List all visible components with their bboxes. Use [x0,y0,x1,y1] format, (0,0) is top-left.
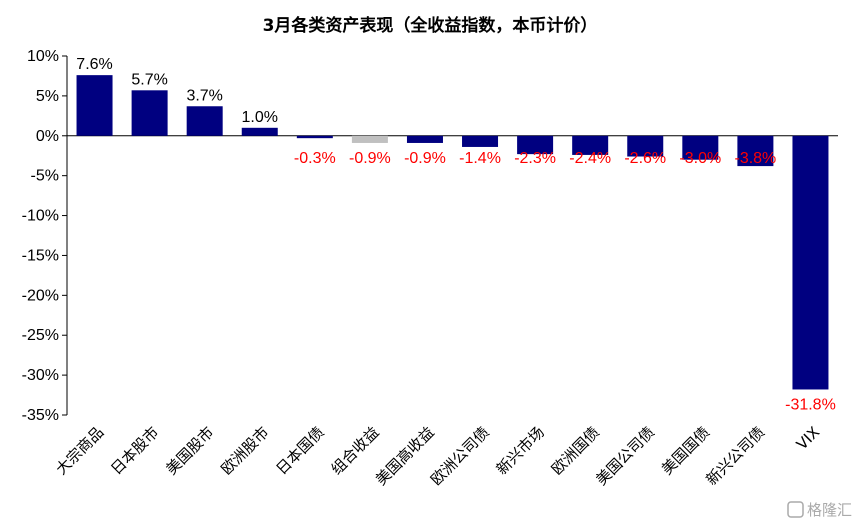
y-axis: 10% 5% 0% -5% -10% -15% -20% -25% -30% -35% [22,48,838,424]
bar [792,135,829,390]
y-tick-label: -15% [22,247,59,264]
data-label: -3.8% [734,150,776,167]
x-tick-label: 日本国债 [272,423,327,478]
data-labels: 7.6% 5.7% 3.7% 1.0% -0.3% -0.9% -0.9% -1.4% -2.3… [76,56,836,413]
x-tick-label: 欧洲股市 [217,423,272,478]
data-label: 1.0% [242,109,278,126]
bar [131,90,168,136]
bar [627,135,664,157]
data-label: -2.3% [514,150,556,167]
x-tick-label: 组合收益 [328,423,383,478]
y-tick-label: 10% [27,48,59,65]
y-tick-label: -20% [22,287,59,304]
watermark: 格隆汇 [787,501,852,519]
bar [737,135,774,167]
x-tick-label: 美国国债 [658,423,713,478]
data-label: -0.9% [404,150,446,167]
data-label: -2.4% [569,150,611,167]
chart-title: 3月各类资产表现（全收益指数，本币计价） [263,15,598,36]
x-tick-label: 欧洲国债 [548,423,603,478]
bar [517,135,554,155]
x-tick-label: 新兴市场 [493,423,548,478]
x-tick-label: 新兴公司债 [702,423,768,489]
y-tick-label: -25% [22,327,59,344]
x-tick-label: VIX [793,423,823,453]
x-tick-label: 美国股市 [162,423,217,478]
bars [76,75,829,390]
data-label: -3.0% [679,150,721,167]
x-tick-label: 大宗商品 [52,423,107,478]
bar [682,135,719,160]
bar [296,135,333,139]
bar [351,135,388,143]
x-tick-label: 美国高收益 [372,423,438,489]
y-tick-label: 0% [36,128,59,145]
x-tick-label: 日本股市 [107,423,162,478]
watermark-text: 格隆汇 [807,501,852,519]
bar [76,75,113,136]
x-tick-label: 美国公司债 [592,423,658,489]
bar [462,135,499,147]
y-tick-label: -35% [22,407,59,424]
data-label: -2.6% [624,150,666,167]
y-tick-label: -10% [22,208,59,225]
data-label: 5.7% [131,71,167,88]
bar [186,106,223,136]
y-tick-label: -30% [22,367,59,384]
bar [406,135,443,143]
data-label: 3.7% [186,87,222,104]
bar [572,135,609,155]
data-label: -1.4% [459,150,501,167]
data-label: -31.8% [785,396,836,413]
bar [241,127,278,136]
data-label: 7.6% [76,56,112,73]
y-tick-label: 5% [36,88,59,105]
x-tick-label: 欧洲公司债 [427,423,493,489]
data-label: -0.3% [294,150,336,167]
watermark-logo-icon [787,501,804,518]
data-label: -0.9% [349,150,391,167]
y-tick-label: -5% [31,168,59,185]
